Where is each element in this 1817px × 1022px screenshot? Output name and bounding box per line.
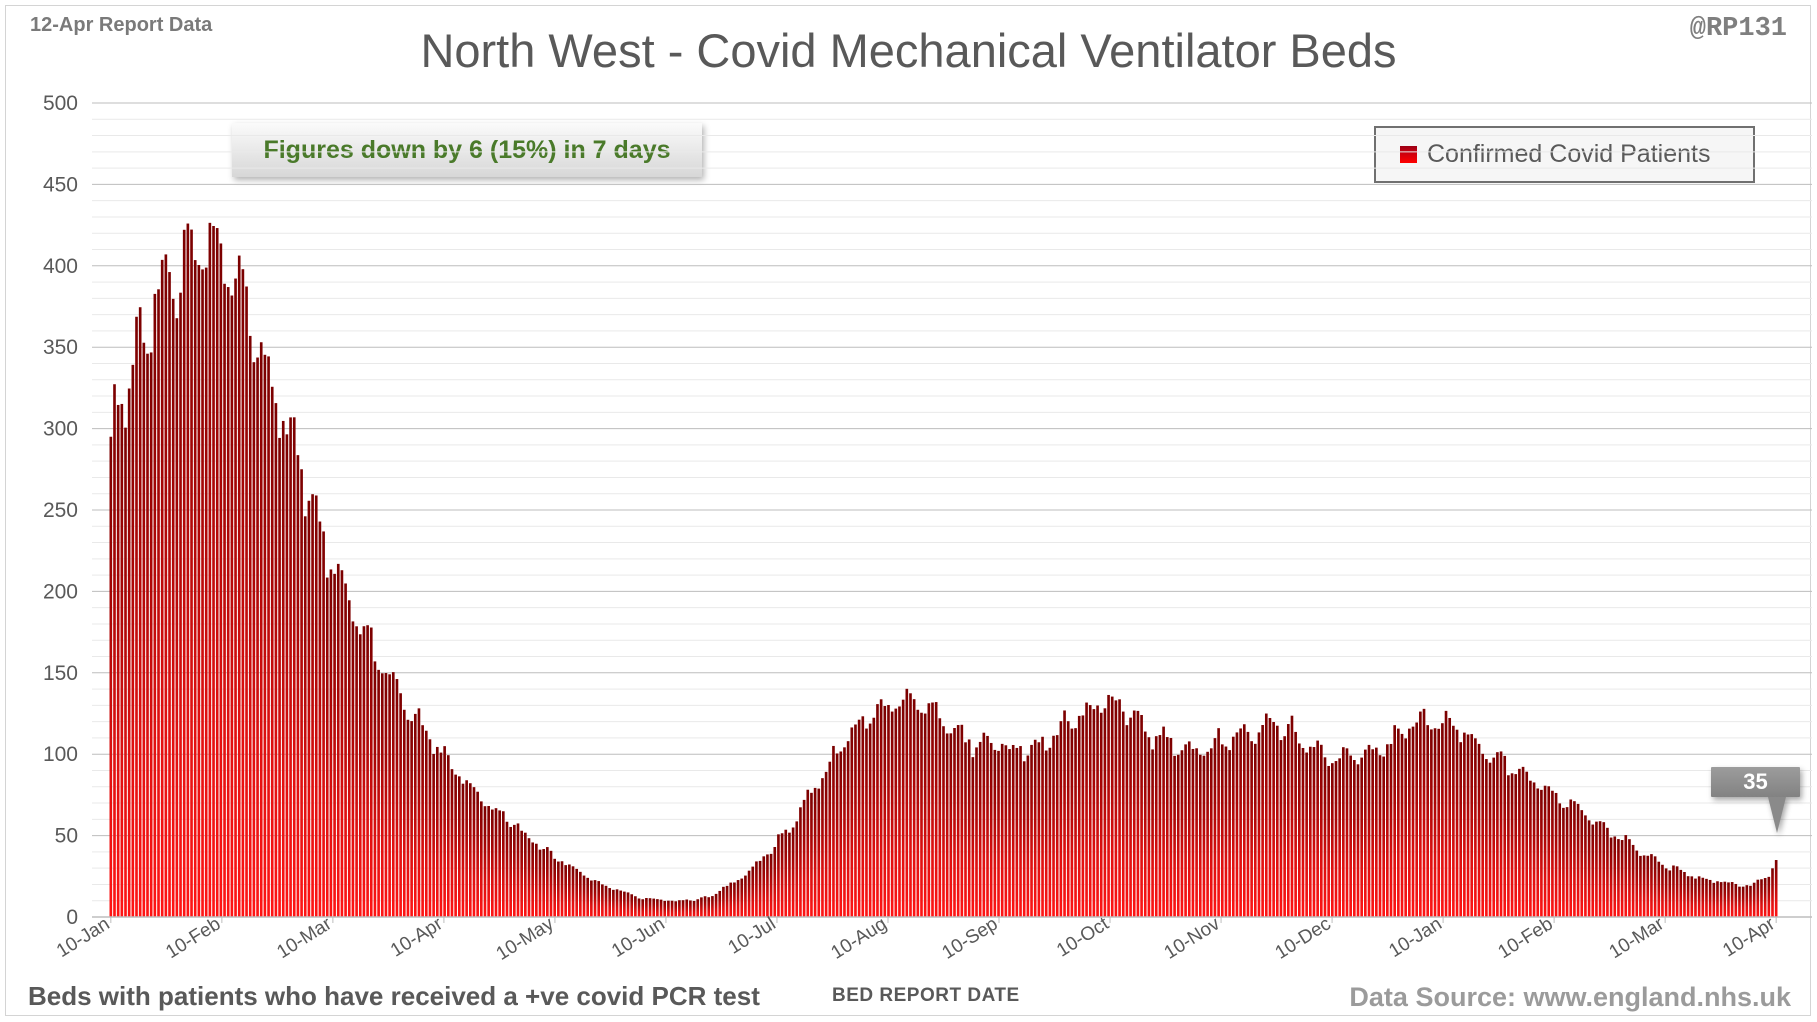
svg-text:250: 250 <box>43 499 78 522</box>
svg-text:350: 350 <box>43 336 78 359</box>
svg-text:10-Jul: 10-Jul <box>725 913 780 958</box>
svg-text:10-Jan: 10-Jan <box>53 913 113 962</box>
svg-text:10-Apr: 10-Apr <box>1719 913 1779 961</box>
svg-text:400: 400 <box>43 255 78 278</box>
svg-text:10-Mar: 10-Mar <box>273 913 336 963</box>
svg-text:150: 150 <box>43 662 78 685</box>
svg-text:500: 500 <box>43 92 78 115</box>
svg-text:10-Nov: 10-Nov <box>1161 913 1224 964</box>
svg-text:10-Mar: 10-Mar <box>1606 913 1669 963</box>
svg-text:10-Sep: 10-Sep <box>939 913 1002 963</box>
svg-text:450: 450 <box>43 173 78 196</box>
svg-text:10-May: 10-May <box>493 913 558 965</box>
svg-text:10-Aug: 10-Aug <box>828 913 891 963</box>
svg-text:10-Dec: 10-Dec <box>1272 913 1335 963</box>
svg-text:10-Feb: 10-Feb <box>1495 913 1557 963</box>
svg-text:200: 200 <box>43 580 78 603</box>
svg-text:10-Jun: 10-Jun <box>608 913 668 962</box>
svg-text:0: 0 <box>66 906 78 929</box>
svg-text:300: 300 <box>43 418 78 441</box>
svg-text:100: 100 <box>43 743 78 766</box>
svg-text:10-Jan: 10-Jan <box>1385 913 1445 962</box>
svg-text:10-Oct: 10-Oct <box>1053 913 1113 961</box>
svg-text:50: 50 <box>55 825 78 848</box>
svg-text:10-Feb: 10-Feb <box>162 913 224 963</box>
svg-text:10-Apr: 10-Apr <box>387 913 447 961</box>
